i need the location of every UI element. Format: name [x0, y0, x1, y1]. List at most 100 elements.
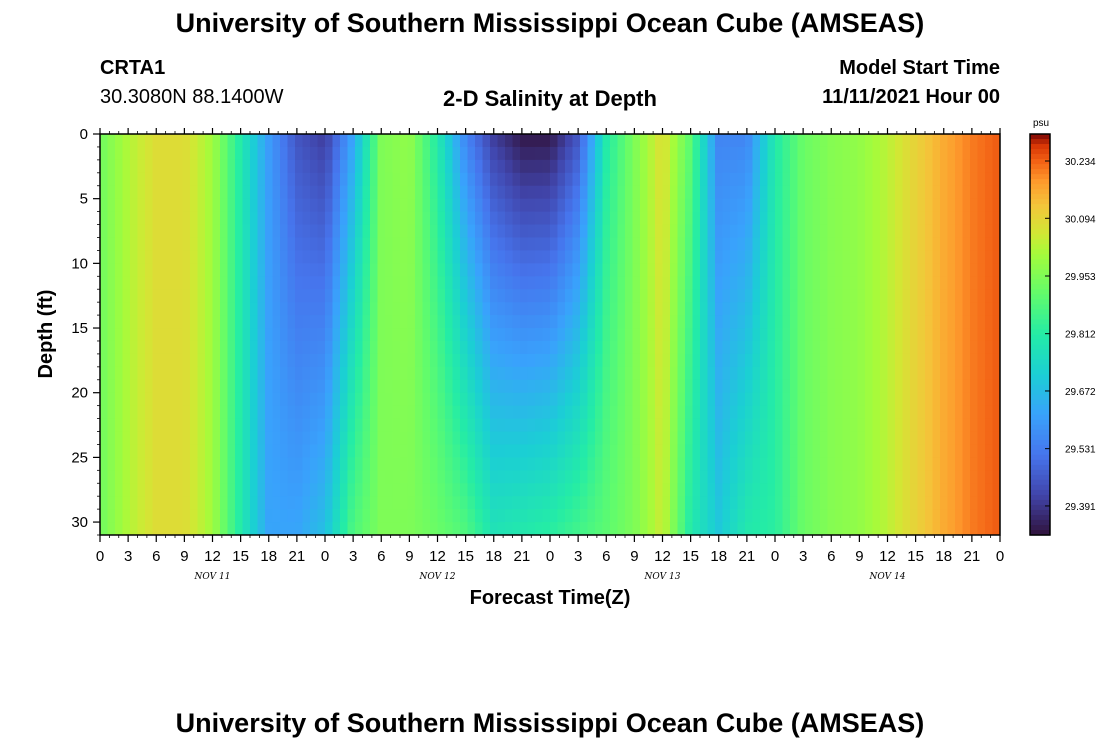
heatmap-cell [887, 185, 896, 200]
heatmap-cell [722, 146, 731, 161]
heatmap-cell [557, 418, 566, 433]
heatmap-cell [317, 211, 326, 226]
heatmap-cell [880, 340, 889, 355]
heatmap-cell [587, 250, 596, 264]
heatmap-cell [152, 405, 161, 420]
heatmap-cell [580, 211, 589, 226]
heatmap-cell [640, 172, 649, 187]
heatmap-cell [707, 276, 716, 290]
heatmap-cell [872, 522, 881, 535]
heatmap-cell [220, 522, 229, 535]
heatmap-cell [617, 224, 626, 239]
heatmap-cell [857, 276, 866, 290]
heatmap-cell [640, 340, 649, 355]
heatmap-cell [317, 392, 326, 407]
heatmap-cell [182, 366, 191, 381]
heatmap-cell [220, 418, 229, 433]
heatmap-cell [475, 211, 484, 226]
heatmap-cell [895, 431, 904, 446]
heatmap-cell [820, 237, 829, 252]
heatmap-cell [145, 470, 154, 484]
heatmap-cell [677, 470, 686, 484]
heatmap-cell [182, 315, 191, 329]
heatmap-cell [377, 457, 386, 471]
heatmap-cell [512, 509, 521, 523]
heatmap-cell [865, 302, 874, 316]
heatmap-cell [587, 146, 596, 161]
heatmap-cell [745, 185, 754, 200]
heatmap-cell [880, 457, 889, 471]
heatmap-cell [265, 444, 274, 458]
heatmap-cell [190, 509, 199, 523]
heatmap-cell [137, 496, 146, 510]
heatmap-cell [145, 250, 154, 264]
heatmap-cell [520, 418, 529, 433]
heatmap-cell [850, 250, 859, 264]
heatmap-cell [422, 159, 431, 174]
heatmap-cell [790, 289, 799, 303]
heatmap-cell [250, 159, 259, 174]
heatmap-cell [527, 198, 536, 213]
heatmap-cell [827, 340, 836, 355]
heatmap-cell [760, 328, 769, 342]
heatmap-cell [677, 198, 686, 213]
heatmap-cell [812, 353, 821, 368]
heatmap-cell [235, 392, 244, 407]
heatmap-cell [842, 185, 851, 200]
heatmap-cell [145, 159, 154, 174]
heatmap-cell [197, 134, 206, 148]
heatmap-cell [115, 159, 124, 174]
heatmap-cell [977, 263, 986, 277]
heatmap-cell [317, 185, 326, 200]
heatmap-cell [422, 250, 431, 264]
heatmap-cell [662, 302, 671, 316]
heatmap-cell [602, 263, 611, 277]
heatmap-cell [977, 444, 986, 458]
heatmap-cell [745, 302, 754, 316]
colorbar-segment [1030, 414, 1050, 421]
heatmap-cell [227, 483, 236, 497]
heatmap-cell [625, 405, 634, 420]
heatmap-cell [310, 211, 319, 226]
heatmap-cell [925, 353, 934, 368]
heatmap-cell [332, 185, 341, 200]
heatmap-cell [347, 444, 356, 458]
heatmap-cell [647, 431, 656, 446]
heatmap-cell [167, 483, 176, 497]
heatmap-cell [940, 237, 949, 252]
heatmap-cell [452, 134, 461, 148]
heatmap-cell [857, 315, 866, 329]
heatmap-cell [235, 172, 244, 187]
heatmap-cell [430, 483, 439, 497]
heatmap-cell [130, 366, 139, 381]
heatmap-cell [790, 470, 799, 484]
heatmap-cell [520, 302, 529, 316]
heatmap-cell [490, 302, 499, 316]
heatmap-cell [377, 392, 386, 407]
heatmap-cell [895, 340, 904, 355]
heatmap-cell [130, 159, 139, 174]
heatmap-cell [835, 172, 844, 187]
heatmap-cell [895, 276, 904, 290]
heatmap-cell [895, 315, 904, 329]
colorbar-segment [1030, 209, 1050, 215]
heatmap-cell [985, 172, 994, 187]
x-tick-label: 18 [710, 548, 727, 565]
heatmap-cell [310, 457, 319, 471]
heatmap-cell [122, 211, 131, 226]
heatmap-cell [677, 172, 686, 187]
heatmap-cell [880, 302, 889, 316]
heatmap-cell [580, 483, 589, 497]
heatmap-cell [242, 457, 251, 471]
heatmap-cell [422, 509, 431, 523]
heatmap-cell [550, 418, 559, 433]
heatmap-cell [167, 289, 176, 303]
heatmap-cell [827, 392, 836, 407]
heatmap-cell [752, 444, 761, 458]
heatmap-cell [760, 263, 769, 277]
heatmap-cell [287, 444, 296, 458]
heatmap-cell [625, 134, 634, 148]
heatmap-cell [910, 328, 919, 342]
heatmap-cell [805, 379, 814, 394]
heatmap-cell [190, 483, 199, 497]
